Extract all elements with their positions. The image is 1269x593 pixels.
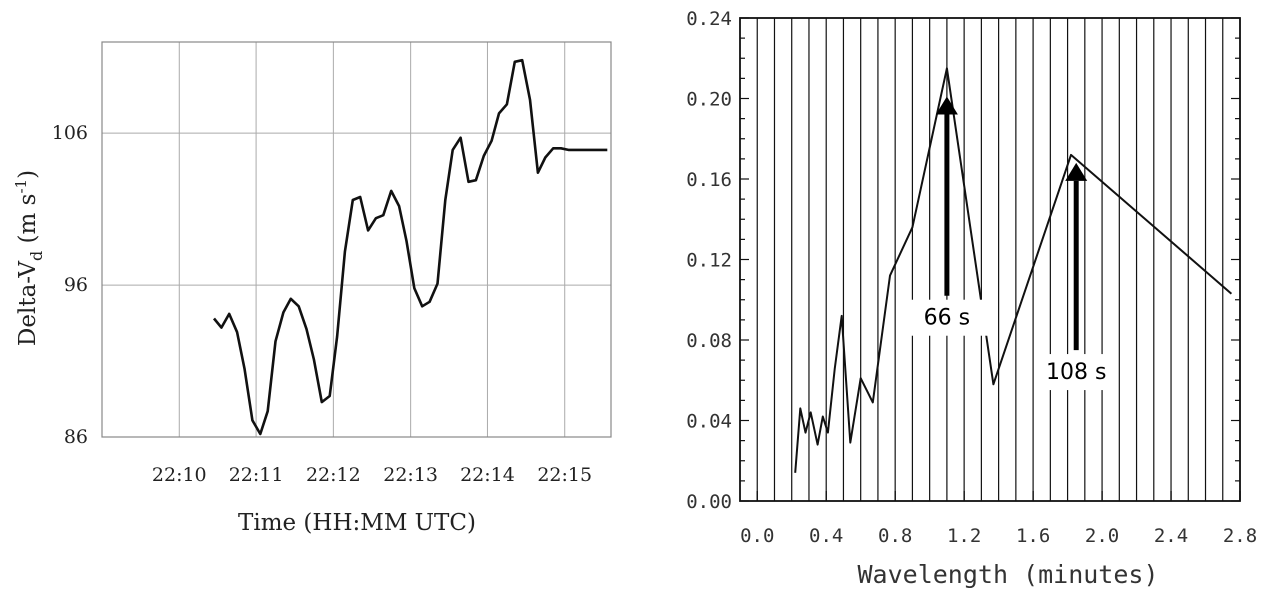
c2-x-tick-label: 0.0 <box>740 525 774 547</box>
c2-vertical-gridlines <box>756 18 1241 501</box>
c2-x-tick-label: 2.0 <box>1085 525 1119 547</box>
c2-annotation-bg <box>904 299 989 336</box>
c2-y-tick-label: 0.20 <box>686 89 732 111</box>
c2-y-tick-label: 0.24 <box>686 8 732 30</box>
c1-gridlines <box>102 42 611 438</box>
c2-x-tick-label: 1.6 <box>1016 525 1050 547</box>
c2-x-tick-label: 2.8 <box>1223 525 1257 547</box>
c2-tick-marks <box>740 17 1241 502</box>
c2-x-tick-label: 0.8 <box>878 525 912 547</box>
spectrum-chart: 0.00 0.04 0.08 0.12 0.16 0.20 0.24 0.0 0.4 0.8 1.… <box>686 8 1257 589</box>
c1-y-label-sub: d <box>27 251 46 261</box>
c1-series-line <box>212 58 608 436</box>
c1-x-tick-label: 22:10 <box>152 464 207 486</box>
c1-plot-frame <box>101 41 612 438</box>
c1-y-label-main: Delta-V <box>15 261 41 346</box>
c2-y-tick-label: 0.16 <box>686 169 732 191</box>
c1-y-tick-labels: 86 96 106 <box>52 122 88 448</box>
c2-x-tick-label: 0.4 <box>809 525 843 547</box>
c1-x-tick-label: 22:14 <box>460 464 515 486</box>
c1-x-tick-label: 22:13 <box>383 464 438 486</box>
c2-series-line <box>794 67 1233 473</box>
c2-annotation-label: 66 s <box>924 306 970 331</box>
c2-annotations: 66 s 108 s <box>904 96 1119 391</box>
c2-annotation-arrow-head <box>935 96 958 115</box>
c2-x-tick-label: 2.4 <box>1154 525 1188 547</box>
c1-x-tick-label: 22:11 <box>229 464 284 486</box>
c2-x-tick-label: 1.2 <box>947 525 981 547</box>
c1-x-axis-label: Time (HH:MM UTC) <box>238 510 476 536</box>
c2-y-tick-label: 0.00 <box>686 491 732 513</box>
c1-y-label-sup: -1 <box>12 179 30 194</box>
c2-annotation-label: 108 s <box>1046 360 1106 385</box>
c1-x-tick-labels: 22:10 22:11 22:12 22:13 22:14 22:15 <box>152 464 592 486</box>
c1-y-label-close: ) <box>15 170 41 179</box>
c2-y-tick-label: 0.04 <box>686 411 732 433</box>
c2-x-tick-labels: 0.0 0.4 0.8 1.2 1.6 2.0 2.4 2.8 <box>740 525 1257 547</box>
c1-y-tick-label: 96 <box>64 274 88 296</box>
c2-annotation-bg <box>1034 354 1119 391</box>
c1-y-tick-label: 86 <box>64 426 88 448</box>
c2-y-tick-labels: 0.00 0.04 0.08 0.12 0.16 0.20 0.24 <box>686 8 732 513</box>
c1-y-label-units: (m s <box>15 194 41 251</box>
c1-y-tick-label: 106 <box>52 122 88 144</box>
c2-annotation-arrow-head <box>1065 162 1088 181</box>
c2-y-tick-label: 0.12 <box>686 250 732 272</box>
c1-x-tick-label: 22:12 <box>306 464 361 486</box>
c2-x-axis-label: Wavelength (minutes) <box>857 560 1158 589</box>
c2-y-tick-label: 0.08 <box>686 330 732 352</box>
c1-y-axis-label: Delta-Vd (m s-1) <box>12 170 46 346</box>
time-series-chart: 86 96 106 22:10 22:11 22:12 22:13 22:14 22:15 T… <box>12 41 612 536</box>
c1-x-tick-label: 22:15 <box>537 464 592 486</box>
